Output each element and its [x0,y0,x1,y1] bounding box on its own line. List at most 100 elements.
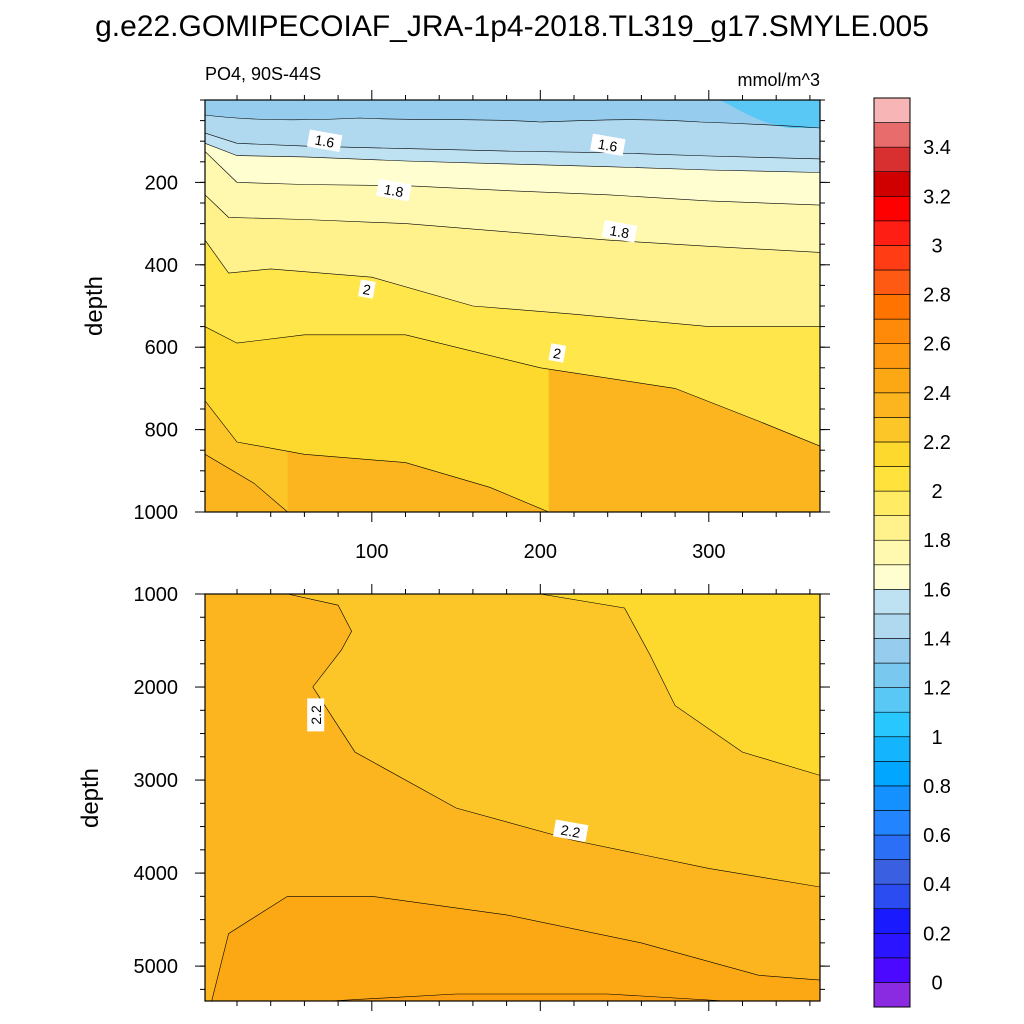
contour-line [205,151,820,206]
colorbar-swatch [873,294,911,320]
colorbar-swatch [873,785,911,811]
contour-label-text: 1.6 [314,132,336,151]
colorbar-swatch [873,736,911,762]
colorbar-label: 0 [931,972,942,994]
contour-label: 1.8 [376,178,412,202]
colorbar-swatch [873,662,911,688]
contour-fill-region [540,594,820,776]
contour-label: 1.6 [590,133,626,157]
colorbar-label: 2.2 [923,432,951,454]
lower-y-axis-label: depth [77,768,104,828]
contour-fill-region [205,100,820,128]
contour-line [211,896,820,1001]
colorbar-swatch [873,957,911,983]
colorbar-swatch [873,146,911,173]
x-tick-label: 200 [524,541,557,563]
colorbar-swatch [873,834,911,860]
upper-axis-ticks: 100 200 300 200 400 600 800 1000 [134,90,830,563]
colorbar-swatch [873,466,911,492]
contour-line [287,594,820,888]
colorbar-swatch [873,589,911,615]
lower-panel: 2.2 2.2 1000 2000 3000 4000 5000 depth [77,584,830,1011]
colorbar-label: 2.6 [923,334,951,356]
colorbar-swatch [873,220,911,246]
contour-label-text: 2 [552,345,563,362]
contour-label-text: 1.6 [597,136,619,155]
upper-contour-labels: 1.6 1.6 1.8 1.8 2 2 [306,129,638,363]
colorbar-swatch [873,539,911,566]
contour-line [205,132,820,160]
colorbar-swatch [873,810,911,836]
colorbar-swatch [873,318,911,344]
colorbar-swatch [873,245,911,271]
y-tick-label: 1000 [134,502,179,524]
colorbar-label: 2.4 [923,383,951,405]
colorbar-swatch [873,638,911,664]
colorbar-swatch [873,859,911,885]
contour-label: 2 [548,343,567,363]
colorbar-swatch [873,343,911,369]
contour-fill-region [211,896,820,1001]
contour-label: 1.8 [601,220,638,243]
contour-line [540,594,820,776]
colorbar-swatch [873,269,911,295]
contour-fill-region [720,100,820,128]
y-tick-label: 200 [145,172,178,194]
colorbar-swatch [873,122,911,148]
x-tick-label: 100 [355,541,388,563]
colorbar-swatch [873,171,911,197]
colorbar-label: 1.4 [923,628,951,650]
lower-plot-frame [204,593,821,1002]
contour-line [205,114,820,129]
contour-line [329,993,726,1001]
colorbar-swatch [873,367,911,394]
colorbar-label: 1.8 [923,530,951,552]
y-tick-label: 800 [145,420,178,442]
contour-label-text: 2 [362,281,373,298]
upper-contour-lines [205,114,820,512]
contour-line [205,143,820,173]
contour-label-text: 1.8 [383,181,405,200]
colorbar-swatch [873,564,911,590]
colorbar-swatch [873,392,911,418]
colorbar-label: 2.8 [923,285,951,307]
contour-label: 2.2 [307,698,325,732]
upper-y-axis-label: depth [81,276,108,336]
x-tick-label: 300 [692,541,725,563]
y-tick-label: 600 [145,337,178,359]
colorbar-swatch [873,908,911,934]
y-tick-label: 1000 [134,584,179,606]
colorbar-swatch [873,417,911,443]
contour-label-text: 2.2 [308,705,324,725]
y-tick-label: 400 [145,255,178,277]
colorbar-label: 3.4 [923,137,951,159]
colorbar-swatch [873,97,911,123]
colorbar-label: 3 [931,235,942,257]
colorbar: 0 0.2 0.4 0.6 0.8 1 1.2 1.4 1.6 1.8 2 2.2 2.4 2.6 2.8 3… [873,97,951,1008]
contour-line [205,326,820,447]
colorbar-swatch [873,490,911,516]
colorbar-label: 0.8 [923,776,951,798]
colorbar-label: 0.2 [923,923,951,945]
upper-left-label: PO4, 90S-44S [205,64,321,84]
lower-contour-labels: 2.2 2.2 [307,698,589,842]
contour-line [205,454,288,512]
y-tick-label: 4000 [134,863,179,885]
contour-line [205,239,820,327]
lower-contour-lines [211,594,820,1001]
figure-title: g.e22.GOMIPECOIAF_JRA-1p4-2018.TL319_g17… [95,10,929,43]
y-tick-label: 2000 [134,677,179,699]
contour-line [205,194,820,253]
contour-label: 1.6 [306,129,343,152]
y-tick-label: 3000 [134,770,179,792]
contour-label: 2 [358,279,376,299]
upper-panel: 1.6 1.6 1.8 1.8 2 2 100 200 300 200 400 600 800 1000… [81,64,830,563]
upper-contour-fill [205,100,820,512]
colorbar-swatch [873,982,911,1008]
contour-label-text: 2.2 [560,822,582,841]
lower-axis-ticks: 1000 2000 3000 4000 5000 [134,584,830,1011]
colorbar-label: 1 [931,727,942,749]
colorbar-frame [873,97,911,1008]
colorbar-label: 1.6 [923,579,951,601]
